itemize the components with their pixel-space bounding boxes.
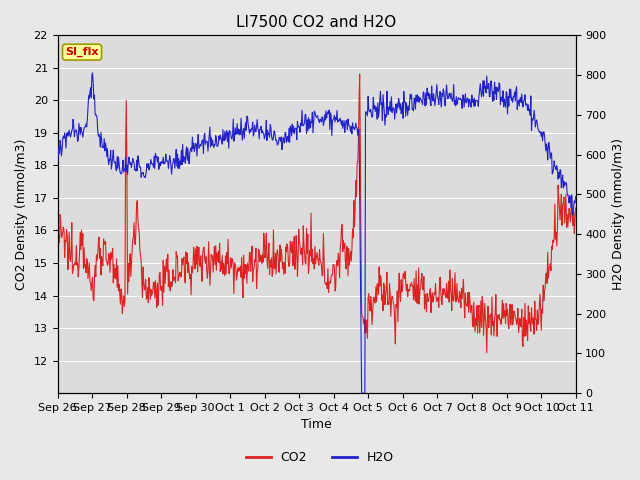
Y-axis label: H2O Density (mmol/m3): H2O Density (mmol/m3): [612, 138, 625, 290]
X-axis label: Time: Time: [301, 419, 332, 432]
Text: SI_flx: SI_flx: [65, 47, 99, 57]
Title: LI7500 CO2 and H2O: LI7500 CO2 and H2O: [236, 15, 397, 30]
Y-axis label: CO2 Density (mmol/m3): CO2 Density (mmol/m3): [15, 139, 28, 290]
Legend: CO2, H2O: CO2, H2O: [241, 446, 399, 469]
